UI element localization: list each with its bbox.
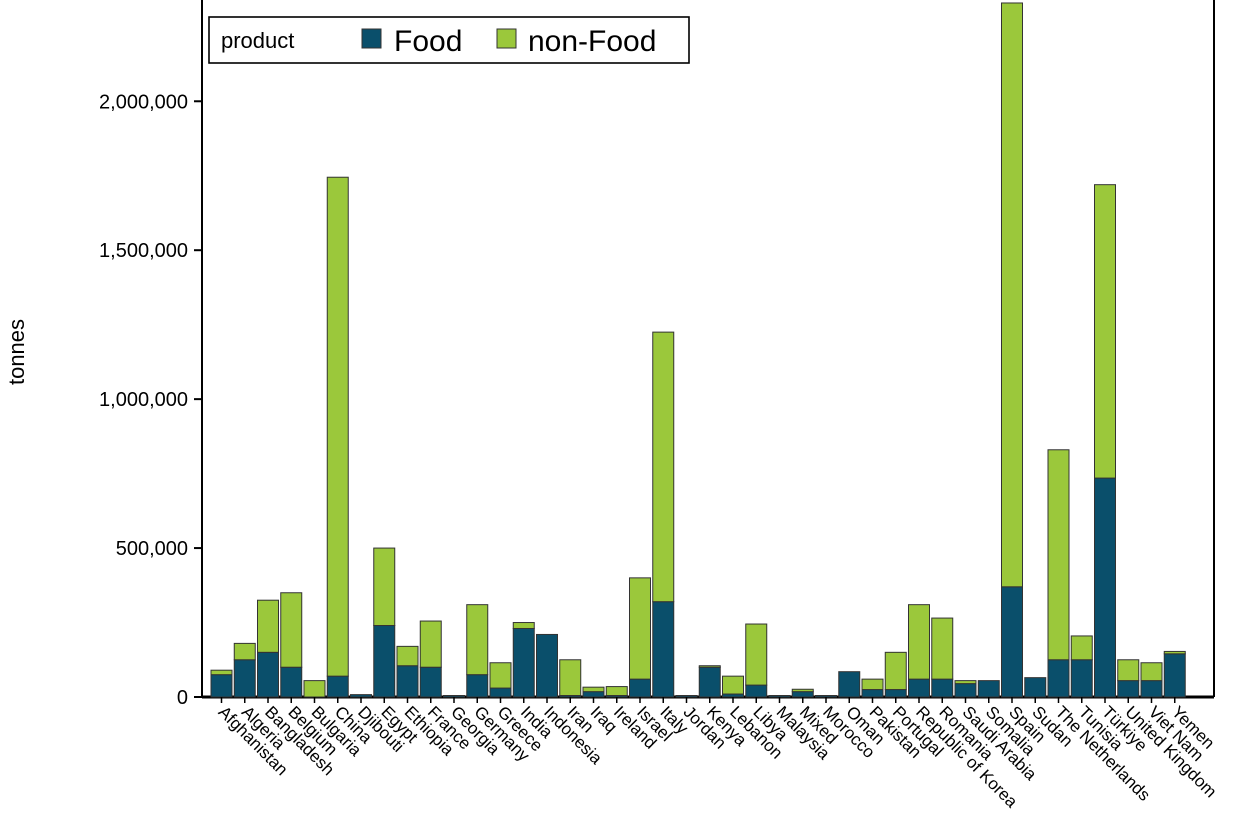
- bar-food: [419, 666, 442, 698]
- bar-food: [954, 683, 977, 698]
- bar-food: [257, 651, 279, 698]
- bar-food: [977, 680, 1000, 698]
- bar-non-food: [884, 651, 907, 691]
- y-tick-label: 2,000,000: [99, 91, 188, 113]
- legend-swatch-non-food: [496, 28, 517, 49]
- bar-food: [745, 684, 768, 698]
- bar-non-food: [861, 678, 884, 691]
- bar-food: [884, 689, 907, 698]
- bar-food: [1024, 677, 1047, 698]
- bar-non-food: [931, 617, 954, 680]
- bar-food: [396, 665, 419, 698]
- y-tick-label: 1,500,000: [99, 240, 188, 262]
- bar-non-food: [745, 623, 768, 686]
- bar-food: [326, 675, 349, 698]
- bar-food: [791, 691, 814, 698]
- bar-non-food: [280, 592, 303, 668]
- bar-non-food: [1117, 659, 1140, 682]
- bar-food: [280, 666, 303, 698]
- bar-non-food: [908, 604, 930, 680]
- bar-non-food: [396, 645, 419, 667]
- bar-non-food: [512, 622, 535, 629]
- bar-non-food: [629, 577, 651, 680]
- bar-food: [512, 627, 535, 698]
- bar-food: [210, 674, 233, 698]
- bar-non-food: [303, 680, 326, 698]
- legend-title: product: [221, 28, 294, 53]
- bar-food: [675, 695, 698, 698]
- bar-food: [536, 633, 558, 698]
- bar-food: [233, 659, 256, 698]
- bar-food: [1163, 653, 1186, 698]
- bar-non-food: [1047, 449, 1070, 661]
- bar-non-food: [1163, 650, 1186, 655]
- bar-food: [489, 687, 512, 698]
- bar-non-food: [1140, 662, 1163, 682]
- bar-non-food: [1094, 184, 1116, 479]
- bar-non-food: [326, 176, 349, 677]
- bar-non-food: [1001, 2, 1023, 588]
- bar-food: [815, 695, 837, 698]
- legend-swatch-food: [361, 28, 382, 49]
- bar-non-food: [257, 599, 279, 653]
- bar-food: [1117, 680, 1140, 698]
- bar-non-food: [791, 688, 814, 693]
- bar-non-food: [419, 620, 442, 668]
- bar-food: [1094, 477, 1116, 698]
- bar-non-food: [582, 686, 605, 693]
- bar-food: [466, 674, 489, 698]
- bar-non-food: [652, 331, 675, 603]
- y-tick-label: 500,000: [116, 538, 188, 560]
- bar-non-food: [605, 686, 628, 697]
- legend: product Food non-Food: [208, 16, 690, 64]
- legend-label-food: Food: [394, 25, 462, 58]
- bar-food: [1070, 659, 1093, 698]
- bar-food: [443, 695, 465, 698]
- bar-food: [652, 601, 675, 698]
- y-axis-title: tonnes: [4, 319, 29, 385]
- bar-food: [1001, 586, 1023, 698]
- y-tick-label: 0: [177, 687, 188, 709]
- bar-non-food: [373, 547, 396, 627]
- bar-non-food: [954, 680, 977, 685]
- bar-food: [698, 666, 721, 698]
- bar-food: [838, 671, 861, 698]
- bar-non-food: [233, 642, 256, 661]
- bar-food: [629, 678, 651, 698]
- bar-food: [908, 678, 930, 698]
- y-tick-label: 1,000,000: [99, 389, 188, 411]
- bar-non-food: [698, 665, 721, 668]
- bar-non-food: [210, 669, 233, 676]
- bar-food: [373, 625, 396, 698]
- bar-food: [1047, 659, 1070, 698]
- bar-food: [768, 695, 791, 698]
- bar-non-food: [722, 675, 744, 695]
- bar-food: [582, 691, 605, 698]
- bar-food: [1140, 680, 1163, 698]
- legend-label-non-food: non-Food: [528, 25, 656, 58]
- bar-food: [931, 678, 954, 698]
- bar-non-food: [1070, 635, 1093, 661]
- bar-non-food: [559, 659, 582, 697]
- bar-non-food: [489, 662, 512, 689]
- bar-non-food: [466, 604, 489, 676]
- legend-box: [208, 16, 690, 64]
- bar-food: [861, 689, 884, 698]
- bar-food: [350, 694, 372, 698]
